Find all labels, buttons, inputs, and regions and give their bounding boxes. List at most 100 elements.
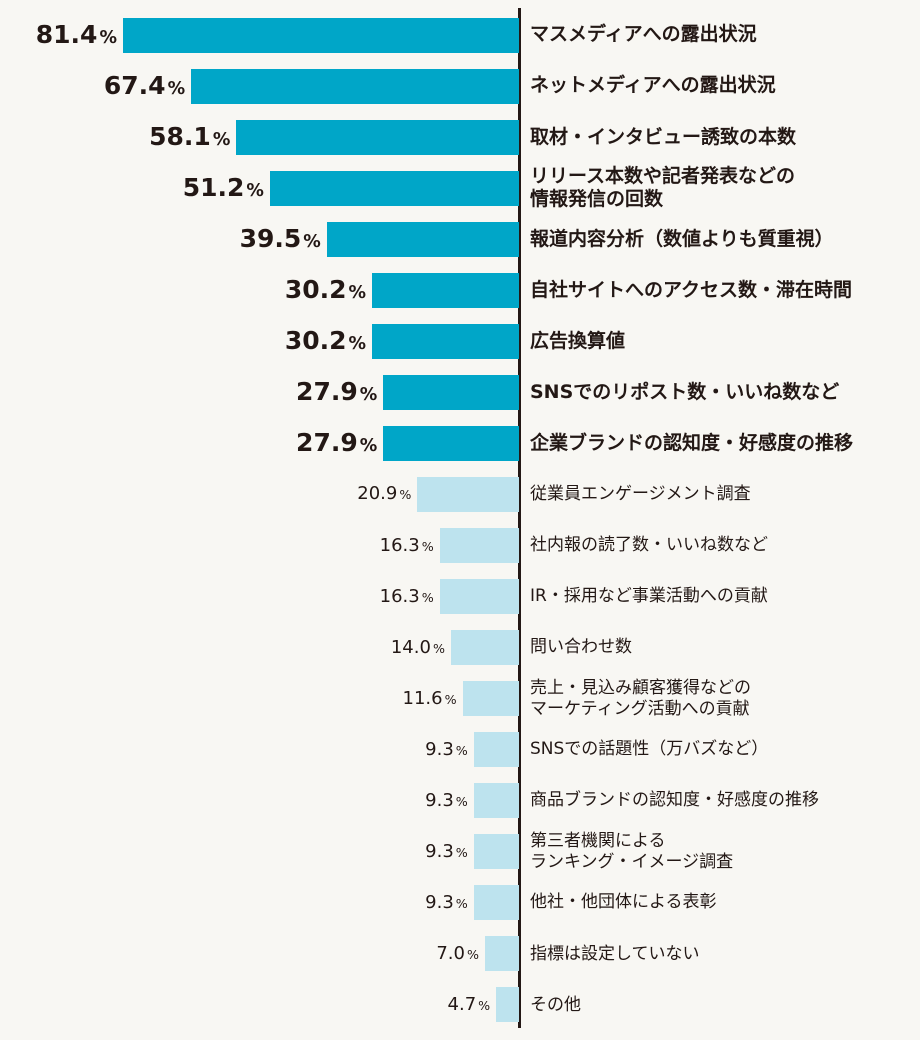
data-label: 67.4% [104, 73, 185, 99]
data-label: 9.3% [425, 840, 468, 862]
bar [462, 681, 519, 717]
bar [372, 323, 519, 359]
category-label: 売上・見込み顧客獲得などの マーケティング活動への貢献 [530, 677, 751, 719]
bar [372, 272, 519, 308]
bar [269, 170, 519, 206]
data-label-value: 20.9 [357, 483, 398, 505]
bar [439, 579, 519, 615]
data-label-unit: % [455, 742, 468, 758]
bar [473, 834, 519, 870]
data-label: 4.7% [447, 993, 491, 1015]
data-label: 9.3% [425, 891, 468, 913]
data-label-unit: % [212, 130, 231, 151]
data-label-value: 27.9 [296, 428, 358, 458]
category-label: 問い合わせ数 [530, 637, 632, 658]
data-label-value: 39.5 [239, 224, 302, 254]
data-label-unit: % [432, 640, 445, 656]
data-label-unit: % [348, 334, 367, 355]
category-label: IR・採用など事業活動への貢献 [530, 586, 768, 607]
data-label: 51.2% [183, 175, 264, 201]
data-label-value: 9.3 [425, 840, 454, 862]
data-label-unit: % [421, 589, 434, 605]
data-label: 16.3% [379, 585, 434, 607]
data-label-unit: % [359, 385, 378, 406]
bar [123, 17, 519, 53]
category-label: SNSでの話題性（万バズなど） [530, 739, 769, 760]
data-label-unit: % [444, 691, 457, 707]
bar [383, 374, 519, 410]
bar [473, 732, 519, 768]
data-label-unit: % [359, 436, 378, 457]
data-label-value: 11.6 [402, 687, 443, 709]
category-label: 指標は設定していない [530, 943, 700, 964]
bar [439, 528, 519, 563]
category-label: 第三者機関による ランキング・イメージ調査 [530, 831, 734, 872]
data-label-unit: % [455, 844, 468, 860]
bar [473, 885, 519, 921]
category-label: 商品ブランドの認知度・好感度の推移 [530, 790, 819, 811]
data-label-value: 4.7 [447, 993, 477, 1015]
data-label: 30.2% [285, 277, 366, 303]
data-label-value: 27.9 [296, 377, 358, 407]
data-label-value: 81.4 [35, 20, 98, 49]
category-label: その他 [530, 994, 581, 1015]
category-label: 広告換算値 [530, 329, 626, 352]
data-label-unit: % [348, 283, 367, 304]
category-label: 自社サイトへのアクセス数・滞在時間 [530, 278, 853, 301]
data-label-unit: % [466, 946, 479, 962]
data-label: 27.9% [296, 379, 377, 405]
category-label: ネットメディアへの露出状況 [530, 74, 776, 97]
category-label: 企業ブランドの認知度・好感度の推移 [530, 431, 854, 454]
data-label: 39.5% [240, 226, 321, 252]
bar [417, 476, 519, 512]
data-label-value: 67.4 [103, 71, 166, 101]
data-label: 81.4% [36, 22, 117, 48]
data-label-value: 9.3 [425, 891, 454, 913]
data-label: 14.0% [390, 636, 445, 658]
data-label-value: 14.0 [390, 636, 431, 658]
data-label-value: 30.2 [284, 275, 347, 305]
data-label-unit: % [455, 793, 468, 809]
data-label-unit: % [303, 232, 321, 253]
data-label-value: 16.3 [379, 585, 420, 607]
data-label-value: 9.3 [425, 738, 454, 760]
category-label: 従業員エンゲージメント調査 [530, 484, 751, 505]
data-label-unit: % [455, 895, 468, 911]
category-label: SNSでのリポスト数・いいね数など [530, 380, 840, 403]
data-label-unit: % [478, 997, 491, 1013]
data-label-unit: % [421, 538, 434, 554]
bar [383, 425, 519, 461]
data-label: 9.3% [425, 738, 468, 760]
data-label: 58.1% [149, 124, 230, 150]
data-label-unit: % [246, 181, 264, 202]
category-label: リリース本数や記者発表などの 情報発信の回数 [530, 164, 796, 211]
data-label-value: 9.3 [425, 789, 454, 811]
data-label-value: 58.1 [149, 122, 211, 152]
category-label: マスメディアへの露出状況 [530, 23, 757, 46]
category-label: 報道内容分析（数値よりも質重視） [530, 227, 834, 250]
bar [450, 630, 519, 666]
data-label: 30.2% [285, 328, 366, 354]
data-label: 27.9% [296, 430, 377, 456]
category-label: 取材・インタビュー誘致の本数 [530, 125, 797, 148]
bar [484, 936, 519, 972]
data-label-unit: % [99, 28, 117, 48]
data-label: 16.3% [379, 534, 434, 556]
category-label: 他社・他団体による表彰 [530, 892, 717, 913]
data-label-unit: % [399, 487, 412, 503]
bar [496, 987, 519, 1023]
chart-axis [518, 8, 521, 1028]
data-label-value: 16.3 [379, 534, 420, 556]
bar [473, 783, 519, 819]
bar [191, 68, 519, 104]
data-label: 20.9% [357, 485, 411, 503]
bar [236, 119, 519, 155]
data-label: 11.6% [402, 687, 457, 709]
data-label: 7.0% [436, 944, 479, 963]
data-label-value: 51.2 [182, 173, 245, 203]
data-label-value: 30.2 [284, 326, 347, 356]
data-label: 9.3% [425, 789, 468, 811]
bar [326, 221, 519, 257]
category-label: 社内報の読了数・いいね数など [530, 535, 768, 556]
